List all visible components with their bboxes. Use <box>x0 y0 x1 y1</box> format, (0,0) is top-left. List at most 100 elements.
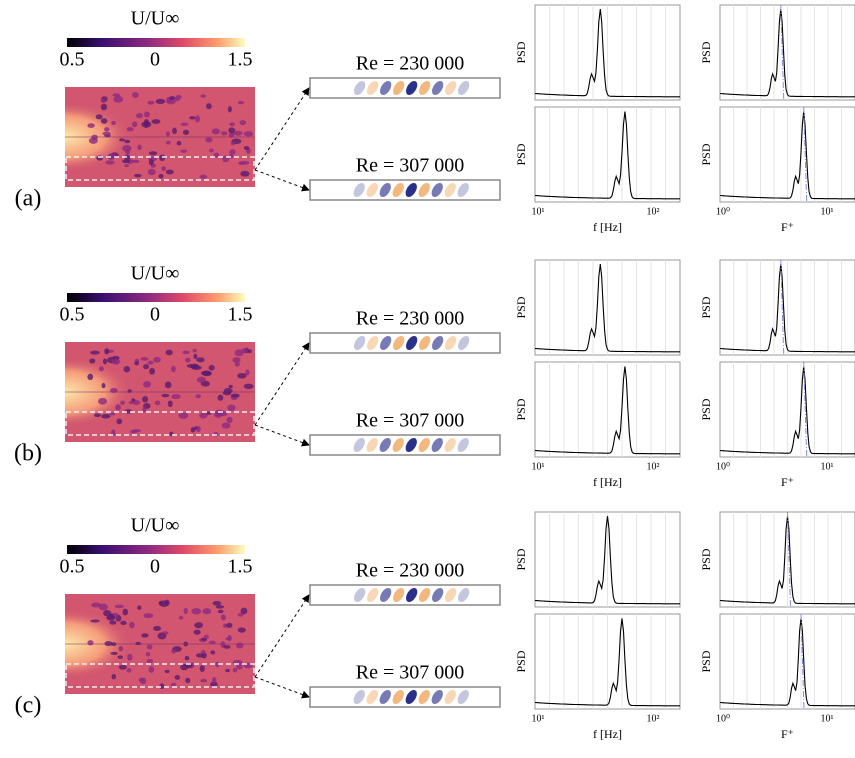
vortex <box>116 418 123 425</box>
panel-label: (a) <box>15 186 42 212</box>
vortex <box>230 141 236 146</box>
vortex <box>153 356 161 363</box>
vortex <box>211 677 217 684</box>
mode-blob <box>432 81 444 95</box>
vortex <box>107 153 116 160</box>
colorbar-title: U/U∞ <box>131 263 180 285</box>
vortex <box>111 120 116 126</box>
colorbar-title: U/U∞ <box>131 8 180 30</box>
mode-blob <box>379 690 391 704</box>
vortex <box>131 121 138 128</box>
vortex <box>123 365 131 373</box>
vortex <box>243 131 254 137</box>
mode-blob <box>418 690 430 704</box>
psd-curve <box>719 618 855 707</box>
colorbar <box>67 293 245 302</box>
vortex <box>118 664 127 670</box>
colorbar-tick: 0.5 <box>60 49 85 71</box>
panel: U/U∞ 0.5 0 1.5 (a) Re = 230 000 Re = 307 000 PS… <box>15 4 855 234</box>
vortex <box>223 644 231 649</box>
vortex <box>210 681 218 687</box>
mode-blob <box>392 183 404 197</box>
psd-xlabel: F⁺ <box>781 475 794 489</box>
mode-blob <box>366 690 378 704</box>
vortex <box>201 650 206 655</box>
psd-ylabel: PSD <box>514 296 528 318</box>
case-label: Re = 307 000 <box>356 662 465 684</box>
mode-blob <box>445 588 457 602</box>
vortex <box>105 160 115 165</box>
psd-ylabel: PSD <box>514 548 528 570</box>
vortex <box>112 93 121 97</box>
mode-blob <box>418 438 430 452</box>
vortex <box>142 396 149 403</box>
psd-xtick: 10² <box>647 206 660 217</box>
vortex <box>158 173 164 179</box>
vortex <box>176 140 182 146</box>
vortex <box>170 682 177 687</box>
psd-curve <box>719 111 855 200</box>
vortex <box>220 131 228 136</box>
vortex <box>194 622 204 629</box>
vortex <box>140 677 147 685</box>
vortex <box>195 653 204 658</box>
ref-line <box>780 259 785 356</box>
vortex <box>149 367 156 375</box>
colorbar <box>67 545 245 554</box>
arrow <box>254 342 310 426</box>
vortex <box>90 350 100 355</box>
vortex <box>226 416 233 424</box>
mode-blob <box>419 336 431 350</box>
vortex <box>147 168 156 176</box>
psd-ylabel: PSD <box>514 143 528 165</box>
psd-xlabel: f [Hz] <box>593 220 622 234</box>
vortex <box>121 159 131 164</box>
arrow <box>254 169 310 192</box>
psd-curve <box>534 366 680 455</box>
psd-curve <box>534 9 680 98</box>
psd-xtick: 10⁰ <box>716 206 730 217</box>
vortex <box>100 98 106 103</box>
mode-blob <box>457 183 469 197</box>
vortex <box>98 603 108 611</box>
mode-blob <box>354 81 366 95</box>
vortex <box>208 640 216 645</box>
vortex <box>200 94 206 98</box>
vortex <box>196 357 205 363</box>
mode-blob <box>405 438 417 452</box>
vortex <box>222 623 228 628</box>
mode-blob <box>445 336 457 350</box>
vortex <box>165 349 173 356</box>
vortex <box>227 404 236 412</box>
case-label: Re = 230 000 <box>356 560 465 582</box>
mode-blob <box>366 438 378 452</box>
vortex <box>143 613 154 619</box>
vortex <box>215 661 220 668</box>
vortex <box>91 602 101 608</box>
mode-blob <box>393 81 405 95</box>
psd-curve <box>719 264 855 353</box>
vortex <box>213 152 220 158</box>
psd-xtick: 10¹ <box>821 461 834 472</box>
ref-line <box>787 511 791 608</box>
mode-blob <box>367 81 379 95</box>
vortex <box>199 412 208 419</box>
mode-blob <box>458 336 470 350</box>
vortex <box>109 412 116 416</box>
vortex <box>104 641 113 647</box>
vortex <box>122 144 132 152</box>
vortex <box>164 669 170 674</box>
vortex <box>117 655 124 659</box>
psd-ylabel: PSD <box>514 398 528 420</box>
vortex <box>115 404 121 411</box>
vortex <box>87 640 94 646</box>
vortex <box>226 622 233 628</box>
psd-ylabel: PSD <box>699 398 713 420</box>
psd-curve <box>534 264 680 353</box>
colorbar-tick: 1.5 <box>228 49 253 71</box>
vortex <box>211 128 220 135</box>
vortex <box>195 425 201 433</box>
vortex <box>100 118 108 124</box>
vortex <box>180 149 188 153</box>
vortex <box>245 369 250 376</box>
